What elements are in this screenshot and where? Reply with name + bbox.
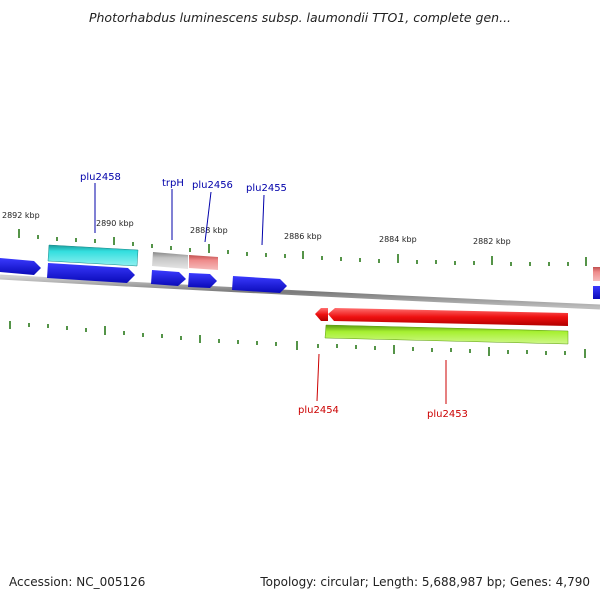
inner-tick-ring <box>9 321 586 358</box>
gene-offscreen-pink <box>593 267 600 281</box>
kbp-labels: 2892 kbp 2890 kbp 2888 kbp 2886 kbp 2884… <box>2 211 511 246</box>
gene-plu2453-red <box>328 308 568 326</box>
kbp-label: 2890 kbp <box>96 219 134 228</box>
cds-arrow <box>188 273 217 288</box>
gene-label-trph: trpH <box>162 178 184 189</box>
gene-plu2458-cyan <box>47 244 139 267</box>
cds-arrow <box>0 258 41 275</box>
reverse-leader-lines <box>316 353 447 404</box>
gene-label-plu2458: plu2458 <box>80 172 121 183</box>
leader-plu2456 <box>204 191 212 243</box>
kbp-label: 2882 kbp <box>473 237 511 246</box>
outer-tick-ring <box>18 229 587 266</box>
gene-labels: plu2458 trpH plu2456 plu2455 plu2454 plu… <box>80 172 468 420</box>
map-title: Photorhabdus luminescens subsp. laumondi… <box>88 10 512 25</box>
gene-label-plu2456: plu2456 <box>192 180 233 191</box>
cds-arrow <box>593 286 600 299</box>
cds-arrow <box>232 276 287 293</box>
leader-plu2454 <box>316 353 320 402</box>
accession-text: Accession: NC_005126 <box>9 575 146 589</box>
cds-arrow <box>151 270 186 286</box>
genome-backbone <box>0 274 600 310</box>
gene-plu2453-lime <box>324 324 569 345</box>
kbp-label: 2892 kbp <box>2 211 40 220</box>
gene-trph-grey <box>152 252 188 269</box>
gene-label-plu2453: plu2453 <box>427 409 468 420</box>
forward-colored-genes <box>47 244 600 281</box>
cds-arrow <box>47 263 135 283</box>
kbp-label: 2884 kbp <box>379 235 417 244</box>
topology-summary: Topology: circular; Length: 5,688,987 bp… <box>260 575 590 589</box>
gene-plu2456-pink <box>189 255 218 270</box>
kbp-label: 2886 kbp <box>284 232 322 241</box>
gene-label-plu2454: plu2454 <box>298 405 339 416</box>
gene-plu2454-red <box>315 308 328 321</box>
forward-leader-lines <box>94 183 265 246</box>
gene-label-plu2455: plu2455 <box>246 183 287 194</box>
leader-plu2455 <box>261 194 265 246</box>
kbp-label: 2888 kbp <box>190 226 228 235</box>
reverse-genes <box>315 308 569 345</box>
forward-cds-arrows <box>0 258 600 299</box>
